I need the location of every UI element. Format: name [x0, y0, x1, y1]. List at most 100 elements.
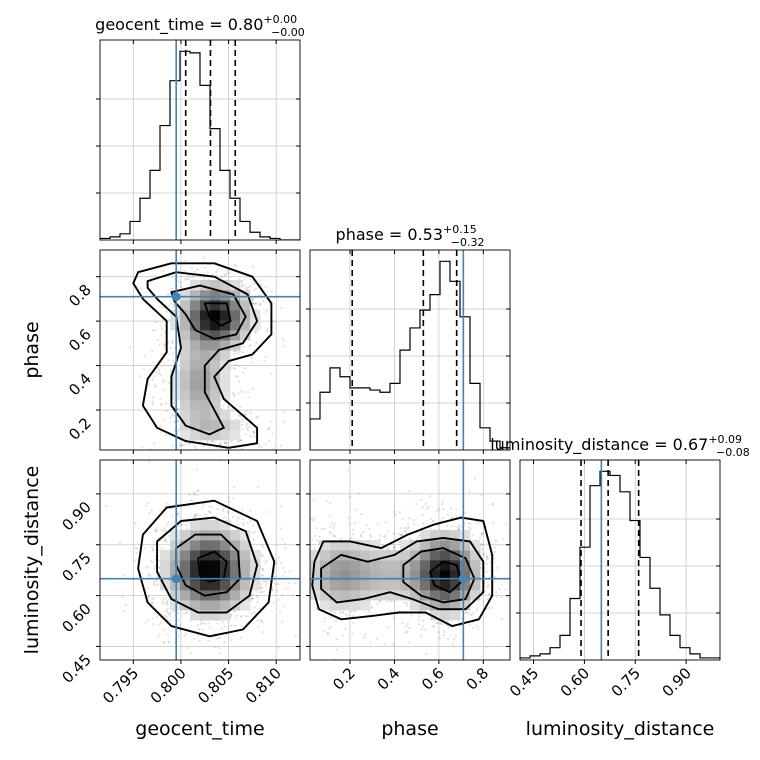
sample-point — [260, 586, 263, 589]
sample-point — [173, 347, 176, 350]
sample-point — [486, 585, 489, 588]
sample-point — [282, 605, 285, 608]
density-bin — [380, 550, 391, 561]
density-bin — [220, 600, 231, 611]
density-bin — [190, 290, 201, 301]
sample-point — [201, 444, 205, 447]
density-bin — [230, 560, 241, 571]
sample-point — [183, 241, 185, 243]
density-bin — [210, 580, 221, 591]
sample-point — [152, 583, 155, 586]
sample-point — [253, 606, 256, 609]
sample-point — [188, 442, 191, 445]
sample-point — [259, 279, 262, 282]
sample-point — [262, 590, 265, 593]
sample-point — [249, 285, 252, 288]
density-bin — [220, 540, 231, 551]
sample-point — [216, 622, 219, 625]
density-bin — [180, 540, 191, 551]
sample-point — [218, 443, 221, 446]
sample-point — [333, 610, 336, 613]
sample-point — [243, 367, 246, 370]
sample-point — [182, 444, 185, 447]
density-bin — [210, 320, 221, 331]
density-bin — [180, 530, 191, 541]
sample-point — [246, 391, 249, 394]
sample-point — [391, 547, 395, 550]
sample-point — [281, 566, 284, 569]
sample-point — [275, 583, 278, 586]
sample-point — [458, 524, 461, 527]
sample-point — [270, 420, 273, 423]
density-bin — [360, 600, 371, 611]
sample-point — [312, 519, 315, 522]
sample-point — [328, 514, 331, 517]
sample-point — [405, 604, 409, 607]
sample-point — [142, 368, 146, 371]
sample-point — [248, 396, 251, 399]
density-bin — [190, 340, 201, 351]
sample-point — [233, 393, 236, 396]
sample-point — [286, 532, 288, 534]
sample-point — [303, 571, 305, 573]
y-tick-label: 0.8 — [65, 281, 95, 311]
sample-point — [406, 522, 409, 525]
sample-point — [327, 632, 330, 635]
density-bin — [240, 540, 251, 551]
sample-point — [201, 622, 204, 625]
sample-point — [252, 538, 255, 541]
density-bin — [310, 580, 321, 591]
contour-line — [311, 516, 494, 628]
sample-point — [350, 536, 353, 540]
density-bin — [170, 560, 181, 571]
density-bin — [200, 400, 211, 411]
sample-point — [159, 424, 162, 427]
sample-point — [422, 625, 425, 628]
sample-point — [169, 611, 172, 615]
density-bin — [210, 400, 221, 411]
density-bin — [210, 600, 221, 611]
sample-point — [245, 424, 248, 427]
sample-point — [386, 530, 390, 533]
sample-point — [240, 447, 243, 450]
density-bin — [220, 530, 231, 541]
sample-point — [297, 571, 299, 573]
sample-point — [171, 341, 174, 344]
density-bin — [190, 330, 201, 341]
sample-point — [241, 439, 244, 442]
sample-point — [502, 537, 505, 540]
sample-point — [208, 510, 211, 513]
sample-point — [397, 532, 400, 535]
sample-point — [357, 492, 361, 495]
sample-point — [341, 611, 344, 614]
sample-point — [165, 310, 168, 313]
sample-point — [151, 597, 154, 600]
sample-point — [151, 617, 154, 620]
hist-geocent_time — [100, 40, 300, 240]
sample-point — [155, 616, 158, 619]
density-bin — [210, 610, 221, 621]
sample-point — [368, 527, 371, 531]
sample-point — [139, 287, 142, 290]
sample-point — [268, 579, 272, 583]
sample-point — [208, 446, 211, 449]
density-bin — [420, 590, 431, 601]
sample-point — [179, 629, 182, 632]
sample-point — [150, 575, 153, 578]
sample-point — [255, 302, 258, 305]
sample-point — [154, 370, 157, 373]
sample-point — [218, 636, 221, 640]
sample-point — [305, 575, 307, 577]
density-bin — [160, 550, 171, 561]
sample-point — [273, 571, 276, 574]
density-bin — [240, 300, 251, 311]
sample-point — [437, 524, 440, 527]
sample-point — [152, 403, 155, 406]
sample-point — [277, 556, 280, 560]
sample-point — [201, 506, 204, 509]
sample-point — [405, 601, 408, 604]
density-bin — [180, 370, 191, 381]
x-tick-label: 0.810 — [242, 664, 285, 707]
sample-point — [485, 646, 488, 649]
sample-point — [255, 287, 258, 290]
